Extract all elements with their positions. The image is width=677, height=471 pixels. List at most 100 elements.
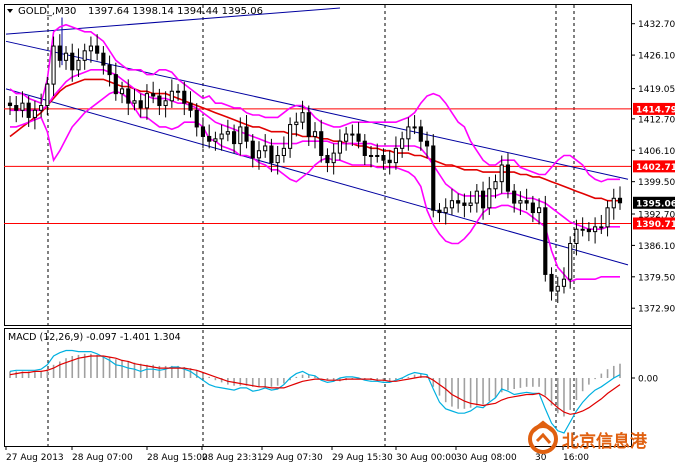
- macd-title: MACD (12,26,9) -0.097 -1.401 1.304: [8, 332, 181, 343]
- candle-body: [57, 45, 62, 61]
- candle-body: [412, 126, 417, 129]
- candle-body: [207, 135, 212, 142]
- candle-body: [375, 154, 380, 157]
- candle-body: [163, 100, 168, 107]
- candle-body: [151, 93, 156, 97]
- candle-body: [518, 200, 523, 204]
- candle-body: [381, 154, 386, 161]
- price-marker-box: [633, 160, 675, 173]
- candle-body: [368, 154, 374, 157]
- candle-body: [512, 190, 517, 204]
- candle-body: [443, 207, 448, 214]
- candle-body: [474, 190, 479, 204]
- candle-body: [39, 105, 44, 111]
- candle-body: [76, 59, 81, 71]
- watermark-brand: 北京信息港: [562, 431, 648, 452]
- candle-body: [344, 133, 349, 142]
- time-tick-label: 30 Aug 00:00: [396, 453, 457, 463]
- candle-body: [331, 152, 336, 164]
- symbol-dropdown-icon[interactable]: [7, 9, 13, 13]
- candle-body: [63, 52, 69, 61]
- candle-body: [20, 102, 25, 111]
- candle-body: [312, 131, 318, 137]
- candle-body: [599, 226, 604, 229]
- candle-body: [418, 126, 423, 142]
- candle-body: [611, 197, 616, 209]
- candle-body: [51, 45, 56, 85]
- candle-body: [605, 207, 610, 228]
- candle-body: [119, 88, 125, 95]
- candle-body: [549, 273, 554, 292]
- price-tick-label: 1412.70: [638, 115, 675, 125]
- price-tick-label: 1426.10: [638, 52, 675, 62]
- candle-body: [530, 202, 535, 214]
- candle-body: [250, 140, 255, 159]
- time-tick-label: 28 Aug 15:00: [147, 453, 208, 463]
- axes: 1432.70 1426.10 1419.05 1412.70 1406.10 1399.…: [5, 20, 677, 463]
- candle-body: [505, 164, 511, 192]
- candle-body: [200, 126, 206, 137]
- price-marker-box: [633, 102, 675, 115]
- time-tick-label: 28 Aug 23:31: [202, 453, 263, 463]
- candle-body: [356, 133, 361, 142]
- candle-body: [88, 45, 93, 52]
- candle-body: [555, 285, 560, 292]
- candle-body: [107, 64, 112, 76]
- candle-body: [362, 140, 367, 156]
- candle-body: [144, 93, 150, 109]
- bollinger-band-line: [10, 90, 620, 283]
- price-tick-label: 1379.50: [638, 273, 675, 283]
- price-marker-box: [633, 217, 675, 230]
- candle-body: [487, 188, 492, 209]
- candle-body: [132, 100, 137, 104]
- price-tick-label: 1372.90: [638, 305, 675, 315]
- candle-body: [350, 133, 355, 136]
- candle-body: [400, 138, 405, 149]
- candle-body: [169, 90, 174, 102]
- candle-body: [188, 102, 193, 111]
- time-tick-label: 27 Aug 2013: [6, 453, 64, 463]
- candle-body: [157, 95, 162, 107]
- candle-body: [456, 200, 461, 204]
- candle-body: [82, 50, 87, 61]
- candle-body: [275, 154, 280, 164]
- price-tick-label: 1399.50: [638, 178, 675, 188]
- candle-body: [232, 131, 237, 145]
- candle-body: [281, 147, 286, 156]
- candle-body: [325, 154, 330, 164]
- candle-body: [543, 207, 548, 275]
- price-pane-frame: [4, 4, 632, 326]
- candle-body: [593, 226, 598, 233]
- candle-body: [95, 45, 100, 54]
- candle-body: [468, 202, 473, 206]
- candle-body: [499, 164, 504, 183]
- price-marker-label: 1414.79: [636, 105, 677, 115]
- price-marker-label: 1395.06: [636, 199, 677, 209]
- price-marker-label: 1390.71: [636, 220, 677, 230]
- candle-body: [294, 121, 299, 126]
- time-tick-label: 30 Aug 08:00: [456, 453, 517, 463]
- price-tick-label: 1386.10: [638, 242, 675, 252]
- candle-body: [406, 126, 411, 140]
- time-tick-label: 28 Aug 07:00: [72, 453, 133, 463]
- candle-body: [574, 228, 579, 245]
- ohlc-readout: 1397.64 1398.14 1394.44 1395.06: [88, 6, 263, 17]
- candle-body: [126, 88, 131, 104]
- candle-body: [269, 145, 274, 164]
- candle-body: [617, 197, 623, 204]
- horizontal-levels: [4, 108, 631, 224]
- candle-body: [7, 102, 13, 107]
- candle-body: [45, 83, 50, 107]
- price-tick-label: 1406.10: [638, 147, 675, 157]
- macd-indicator: [9, 349, 621, 434]
- candle-body: [113, 74, 118, 95]
- price-tick-label: 1432.70: [638, 20, 675, 30]
- candle-body: [138, 100, 143, 109]
- symbol-label[interactable]: GOLD_,M30: [18, 6, 76, 17]
- candle-body: [462, 202, 467, 206]
- candle-body: [101, 52, 106, 66]
- candle-body: [182, 90, 187, 104]
- candle-body: [213, 138, 218, 142]
